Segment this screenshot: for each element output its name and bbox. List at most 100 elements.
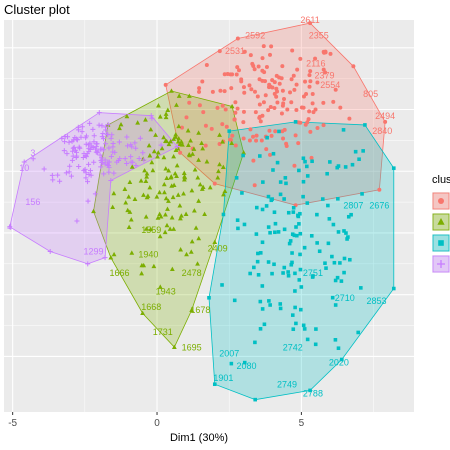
- cluster-1-point: [210, 89, 215, 94]
- cluster-1-point: [247, 83, 252, 88]
- cluster-2-point: [189, 187, 195, 193]
- cluster-3-point: [305, 201, 310, 205]
- legend-marker-4: [437, 260, 445, 268]
- cluster-4-point: [79, 129, 85, 135]
- cluster-3-point: [258, 327, 263, 331]
- cluster-3-point: [342, 270, 346, 275]
- cluster-4-point: [103, 141, 109, 147]
- cluster-2-point: [176, 135, 182, 141]
- cluster-3-point-label: 2751: [303, 268, 323, 278]
- cluster-2-point-label: 1559: [141, 225, 161, 235]
- cluster-2-point: [117, 125, 122, 131]
- cluster-2-point: [146, 142, 152, 148]
- cluster-3-point: [221, 212, 226, 217]
- cluster-4-point: [49, 172, 55, 178]
- cluster-3-point: [333, 338, 338, 342]
- cluster-2-point: [150, 167, 156, 173]
- cluster-3-point: [270, 197, 274, 201]
- x-tick-label: 0: [154, 418, 160, 429]
- cluster-3-point: [330, 254, 334, 259]
- cluster-1-point: [274, 94, 279, 99]
- cluster-4-point: [105, 132, 111, 138]
- cluster-2-point: [157, 284, 163, 289]
- cluster-1-point: [264, 64, 269, 69]
- cluster-1-point: [308, 21, 313, 26]
- cluster-4-point: [83, 154, 89, 160]
- cluster-4-point-label: 10: [19, 163, 29, 173]
- cluster-3-point: [220, 283, 224, 287]
- cluster-3-point: [336, 197, 340, 201]
- cluster-3-point: [332, 260, 337, 265]
- cluster-1-point: [253, 110, 258, 115]
- cluster-1-point: [251, 134, 256, 139]
- cluster-3-point: [286, 273, 291, 278]
- cluster-3-point: [299, 307, 303, 312]
- cluster-3-point: [266, 194, 271, 199]
- cluster-1-point: [252, 89, 257, 94]
- cluster-4-point: [59, 135, 65, 141]
- cluster-1-point-label: 2840: [372, 126, 392, 136]
- cluster-1-point-label: 2355: [309, 31, 329, 41]
- cluster-1-point: [263, 93, 268, 98]
- cluster-4-point: [41, 166, 47, 172]
- cluster-2-point: [167, 226, 173, 231]
- cluster-3-point: [315, 241, 319, 245]
- cluster-2-point: [128, 217, 134, 222]
- cluster-3-point: [346, 235, 350, 239]
- cluster-4-point: [133, 163, 139, 169]
- cluster-4-point: [129, 144, 135, 150]
- cluster-1-point: [209, 126, 214, 131]
- cluster-2-point: [190, 151, 196, 156]
- cluster-1-point: [309, 155, 314, 160]
- cluster-4-point: [70, 148, 76, 154]
- cluster-3-point: [229, 361, 234, 366]
- cluster-3-point: [277, 129, 281, 134]
- cluster-1-point: [261, 100, 266, 105]
- cluster-4-point: [106, 164, 112, 170]
- cluster-4-point: [117, 156, 123, 162]
- cluster-1-point: [257, 115, 262, 120]
- cluster-2-point: [166, 198, 171, 203]
- cluster-1-point: [266, 108, 271, 113]
- cluster-2-point: [188, 138, 193, 143]
- cluster-2-point: [126, 224, 132, 230]
- cluster-3-point: [291, 205, 296, 210]
- cluster-1-point: [252, 67, 257, 72]
- cluster-3-point: [298, 267, 303, 272]
- cluster-3-point: [333, 303, 338, 307]
- cluster-3-point: [336, 230, 341, 234]
- cluster-4-point: [133, 145, 139, 151]
- cluster-4-point: [132, 140, 138, 146]
- cluster-3-point: [343, 165, 348, 169]
- cluster-2-point: [181, 191, 186, 196]
- cluster-1-point: [267, 82, 272, 87]
- cluster-2-point: [212, 239, 218, 245]
- cluster-2-point: [122, 186, 128, 191]
- cluster-2-point: [195, 175, 201, 180]
- cluster-2-point: [123, 200, 129, 205]
- cluster-4-point: [103, 127, 109, 133]
- cluster-3-point: [283, 176, 288, 180]
- cluster-2-point: [163, 138, 168, 143]
- cluster-2-point: [174, 163, 180, 168]
- cluster-3-point-label: 2853: [366, 296, 386, 306]
- cluster-2-point-label: 1678: [190, 305, 210, 315]
- legend: [432, 192, 450, 273]
- cluster-2-point: [124, 113, 130, 119]
- cluster-3-point: [258, 251, 263, 255]
- cluster-1-point: [296, 120, 301, 125]
- cluster-1-point: [254, 133, 259, 138]
- cluster-3-point: [309, 234, 314, 238]
- cluster-4-point: [93, 149, 99, 155]
- cluster-1-point: [230, 133, 235, 138]
- cluster-1-point: [215, 105, 220, 110]
- cluster-2-point: [229, 103, 235, 109]
- grid: [4, 20, 414, 412]
- cluster-1-point: [268, 105, 273, 110]
- cluster-4-point: [174, 144, 180, 150]
- cluster-4-point: [61, 148, 67, 154]
- cluster-4-point: [85, 261, 91, 267]
- cluster-2-point: [158, 214, 164, 219]
- cluster-4-point: [65, 134, 71, 140]
- cluster-4-point: [116, 139, 122, 145]
